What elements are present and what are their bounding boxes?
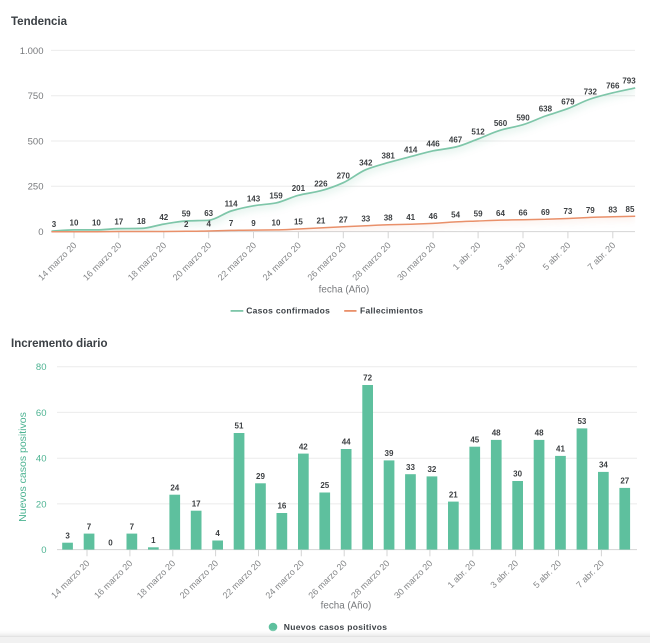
svg-text:29: 29 (256, 472, 265, 481)
svg-text:9: 9 (251, 219, 256, 228)
svg-text:41: 41 (406, 213, 415, 222)
svg-text:18: 18 (137, 217, 146, 226)
svg-text:59: 59 (182, 210, 191, 219)
svg-text:25: 25 (320, 481, 329, 490)
svg-text:24: 24 (170, 483, 179, 492)
svg-text:Incremento diario: Incremento diario (11, 338, 108, 350)
svg-text:560: 560 (494, 119, 508, 128)
svg-text:38: 38 (384, 214, 393, 223)
svg-text:27: 27 (620, 477, 629, 486)
svg-text:fecha (Año): fecha (Año) (319, 285, 370, 296)
svg-text:0: 0 (108, 538, 113, 547)
svg-text:590: 590 (516, 113, 530, 122)
svg-text:732: 732 (584, 88, 598, 97)
svg-text:679: 679 (561, 97, 575, 106)
svg-text:42: 42 (159, 213, 168, 222)
svg-text:467: 467 (449, 136, 463, 145)
svg-text:7: 7 (229, 219, 234, 228)
svg-text:270: 270 (337, 171, 351, 180)
svg-text:10: 10 (272, 219, 281, 228)
svg-text:32: 32 (427, 465, 436, 474)
svg-text:27: 27 (339, 216, 348, 225)
svg-text:66: 66 (519, 208, 528, 217)
svg-text:7: 7 (87, 522, 92, 531)
svg-text:500: 500 (28, 136, 44, 147)
svg-text:69: 69 (541, 208, 550, 217)
svg-text:446: 446 (426, 140, 440, 149)
svg-text:793: 793 (622, 77, 636, 86)
svg-text:0: 0 (41, 545, 46, 556)
svg-text:20: 20 (36, 499, 47, 510)
svg-text:381: 381 (382, 151, 396, 160)
svg-text:1.000: 1.000 (20, 46, 44, 57)
svg-text:73: 73 (563, 207, 572, 216)
svg-text:39: 39 (385, 449, 394, 458)
svg-text:21: 21 (449, 490, 458, 499)
svg-text:143: 143 (247, 195, 261, 204)
svg-text:fecha (Año): fecha (Año) (321, 601, 372, 612)
svg-text:64: 64 (496, 209, 505, 218)
svg-text:41: 41 (556, 445, 565, 454)
svg-text:33: 33 (361, 214, 370, 223)
svg-text:83: 83 (608, 205, 617, 214)
svg-text:54: 54 (451, 211, 460, 220)
svg-text:Nuevos casos positivos: Nuevos casos positivos (17, 412, 29, 522)
svg-text:17: 17 (192, 499, 201, 508)
svg-text:33: 33 (406, 463, 415, 472)
svg-text:16: 16 (277, 502, 286, 511)
svg-text:46: 46 (429, 212, 438, 221)
svg-text:60: 60 (36, 408, 47, 419)
svg-text:Casos confirmados: Casos confirmados (246, 306, 330, 316)
svg-text:0: 0 (38, 227, 43, 238)
svg-text:3: 3 (52, 220, 57, 229)
svg-text:48: 48 (535, 429, 544, 438)
svg-text:17: 17 (114, 217, 123, 226)
svg-text:59: 59 (474, 210, 483, 219)
svg-text:766: 766 (606, 82, 620, 91)
svg-text:1: 1 (151, 536, 156, 545)
svg-text:10: 10 (70, 219, 79, 228)
svg-text:53: 53 (577, 417, 586, 426)
svg-text:42: 42 (299, 442, 308, 451)
svg-text:512: 512 (471, 128, 485, 137)
svg-text:80: 80 (36, 362, 47, 373)
svg-text:40: 40 (36, 454, 47, 465)
svg-text:Tendencia: Tendencia (11, 16, 68, 28)
svg-text:44: 44 (342, 438, 351, 447)
svg-text:2: 2 (184, 220, 189, 229)
svg-text:114: 114 (225, 200, 238, 209)
svg-text:201: 201 (292, 184, 306, 193)
svg-text:72: 72 (363, 374, 372, 383)
svg-text:51: 51 (235, 422, 244, 431)
svg-text:63: 63 (204, 209, 213, 218)
svg-text:45: 45 (470, 435, 479, 444)
svg-text:3: 3 (65, 531, 70, 540)
svg-text:414: 414 (404, 145, 418, 154)
svg-text:250: 250 (28, 182, 44, 193)
svg-text:34: 34 (599, 461, 608, 470)
svg-text:79: 79 (586, 206, 595, 215)
svg-text:638: 638 (539, 105, 553, 114)
svg-text:30: 30 (513, 470, 522, 479)
svg-text:226: 226 (314, 179, 328, 188)
svg-text:10: 10 (92, 219, 101, 228)
svg-text:15: 15 (294, 218, 303, 227)
svg-text:4: 4 (215, 529, 220, 538)
svg-text:21: 21 (316, 217, 325, 226)
svg-text:85: 85 (626, 205, 635, 214)
svg-text:159: 159 (269, 192, 283, 201)
svg-text:342: 342 (359, 158, 373, 167)
svg-text:4: 4 (206, 220, 211, 229)
svg-text:Fallecimientos: Fallecimientos (360, 306, 423, 316)
svg-text:7: 7 (130, 522, 135, 531)
svg-text:Nuevos casos positivos: Nuevos casos positivos (284, 622, 387, 632)
svg-text:48: 48 (492, 429, 501, 438)
svg-text:750: 750 (28, 91, 44, 102)
